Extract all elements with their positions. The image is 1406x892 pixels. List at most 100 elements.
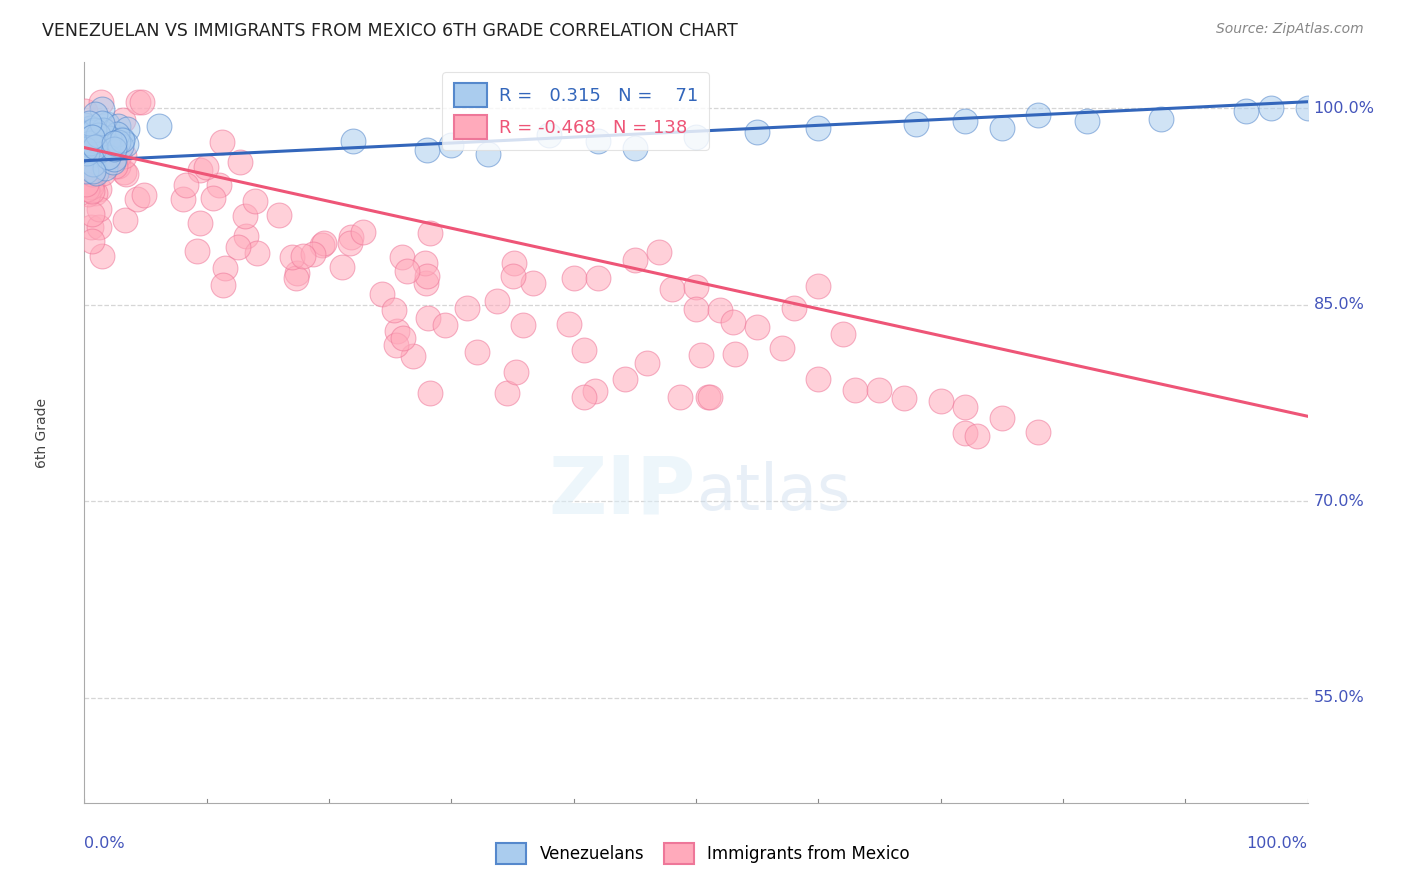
- Point: [696, 390, 718, 404]
- Point: [709, 302, 731, 317]
- Point: [505, 365, 527, 379]
- Point: [83, 122, 105, 136]
- Point: [148, 119, 170, 133]
- Point: [194, 160, 217, 174]
- Point: [83, 146, 105, 161]
- Point: [440, 138, 463, 153]
- Point: [77, 148, 100, 162]
- Text: 55.0%: 55.0%: [1313, 690, 1364, 706]
- Point: [76, 141, 98, 155]
- Point: [339, 236, 361, 251]
- Point: [172, 192, 194, 206]
- Point: [103, 142, 125, 156]
- Point: [416, 143, 439, 157]
- Point: [292, 249, 315, 263]
- Point: [522, 276, 544, 290]
- Point: [416, 268, 439, 283]
- Point: [127, 192, 149, 206]
- Point: [929, 393, 952, 408]
- Point: [79, 136, 101, 150]
- Point: [94, 161, 117, 175]
- Point: [953, 114, 976, 128]
- Point: [76, 145, 98, 160]
- Point: [214, 261, 236, 276]
- Point: [685, 301, 707, 316]
- Legend: Venezuelans, Immigrants from Mexico: Venezuelans, Immigrants from Mexico: [489, 837, 917, 871]
- Point: [186, 244, 208, 259]
- Point: [107, 135, 129, 149]
- Point: [352, 225, 374, 239]
- Point: [110, 132, 132, 146]
- Point: [212, 278, 235, 293]
- Point: [80, 167, 103, 181]
- Text: ZIP: ZIP: [548, 453, 696, 531]
- Point: [583, 384, 606, 398]
- Point: [395, 264, 418, 278]
- Point: [302, 247, 325, 261]
- Point: [84, 139, 107, 153]
- Point: [991, 120, 1014, 135]
- Point: [685, 280, 707, 294]
- Point: [783, 301, 806, 315]
- Text: 70.0%: 70.0%: [1313, 494, 1364, 509]
- Point: [127, 95, 149, 109]
- Point: [115, 121, 138, 136]
- Point: [312, 236, 335, 251]
- Point: [98, 131, 121, 145]
- Point: [112, 112, 135, 127]
- Point: [385, 337, 408, 351]
- Point: [82, 164, 104, 178]
- Point: [91, 159, 114, 173]
- Point: [724, 346, 747, 360]
- Point: [77, 134, 100, 148]
- Text: atlas: atlas: [696, 461, 851, 523]
- Point: [90, 249, 112, 263]
- Point: [77, 186, 100, 201]
- Point: [107, 148, 129, 162]
- Point: [111, 132, 134, 146]
- Point: [416, 311, 439, 326]
- Point: [267, 208, 290, 222]
- Point: [415, 276, 437, 290]
- Point: [114, 213, 136, 227]
- Point: [91, 115, 114, 129]
- Text: 0.0%: 0.0%: [84, 836, 125, 851]
- Point: [586, 271, 609, 285]
- Point: [807, 372, 830, 386]
- Point: [636, 356, 658, 370]
- Point: [80, 125, 103, 139]
- Point: [572, 390, 595, 404]
- Point: [668, 390, 690, 404]
- Point: [419, 226, 441, 240]
- Point: [496, 386, 519, 401]
- Point: [226, 240, 249, 254]
- Point: [115, 167, 138, 181]
- Point: [112, 165, 135, 179]
- Point: [83, 186, 105, 201]
- Point: [1076, 114, 1098, 128]
- Text: 100.0%: 100.0%: [1313, 101, 1375, 116]
- Point: [953, 426, 976, 441]
- Point: [586, 134, 609, 148]
- Point: [91, 166, 114, 180]
- Point: [477, 147, 499, 161]
- Point: [391, 250, 413, 264]
- Point: [75, 133, 97, 147]
- Point: [991, 410, 1014, 425]
- Point: [82, 129, 104, 144]
- Point: [229, 154, 252, 169]
- Text: 85.0%: 85.0%: [1313, 297, 1365, 312]
- Point: [89, 124, 111, 138]
- Point: [391, 331, 413, 345]
- Point: [246, 246, 269, 260]
- Point: [844, 383, 866, 397]
- Point: [97, 137, 120, 152]
- Point: [107, 159, 129, 173]
- Point: [77, 116, 100, 130]
- Point: [97, 150, 120, 164]
- Point: [1260, 101, 1282, 115]
- Point: [572, 343, 595, 357]
- Point: [208, 178, 231, 192]
- Point: [89, 202, 111, 216]
- Point: [84, 166, 107, 180]
